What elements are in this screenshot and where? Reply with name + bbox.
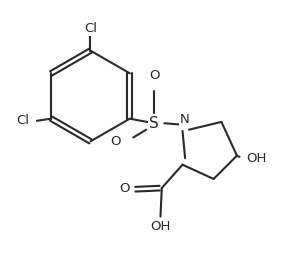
Text: N: N — [180, 113, 190, 126]
Text: Cl: Cl — [16, 114, 29, 127]
Text: S: S — [149, 116, 159, 131]
Text: OH: OH — [246, 152, 267, 165]
Text: O: O — [149, 69, 159, 82]
Text: Cl: Cl — [84, 22, 97, 35]
Text: O: O — [119, 182, 129, 194]
Text: O: O — [110, 135, 120, 148]
Text: OH: OH — [150, 220, 171, 233]
